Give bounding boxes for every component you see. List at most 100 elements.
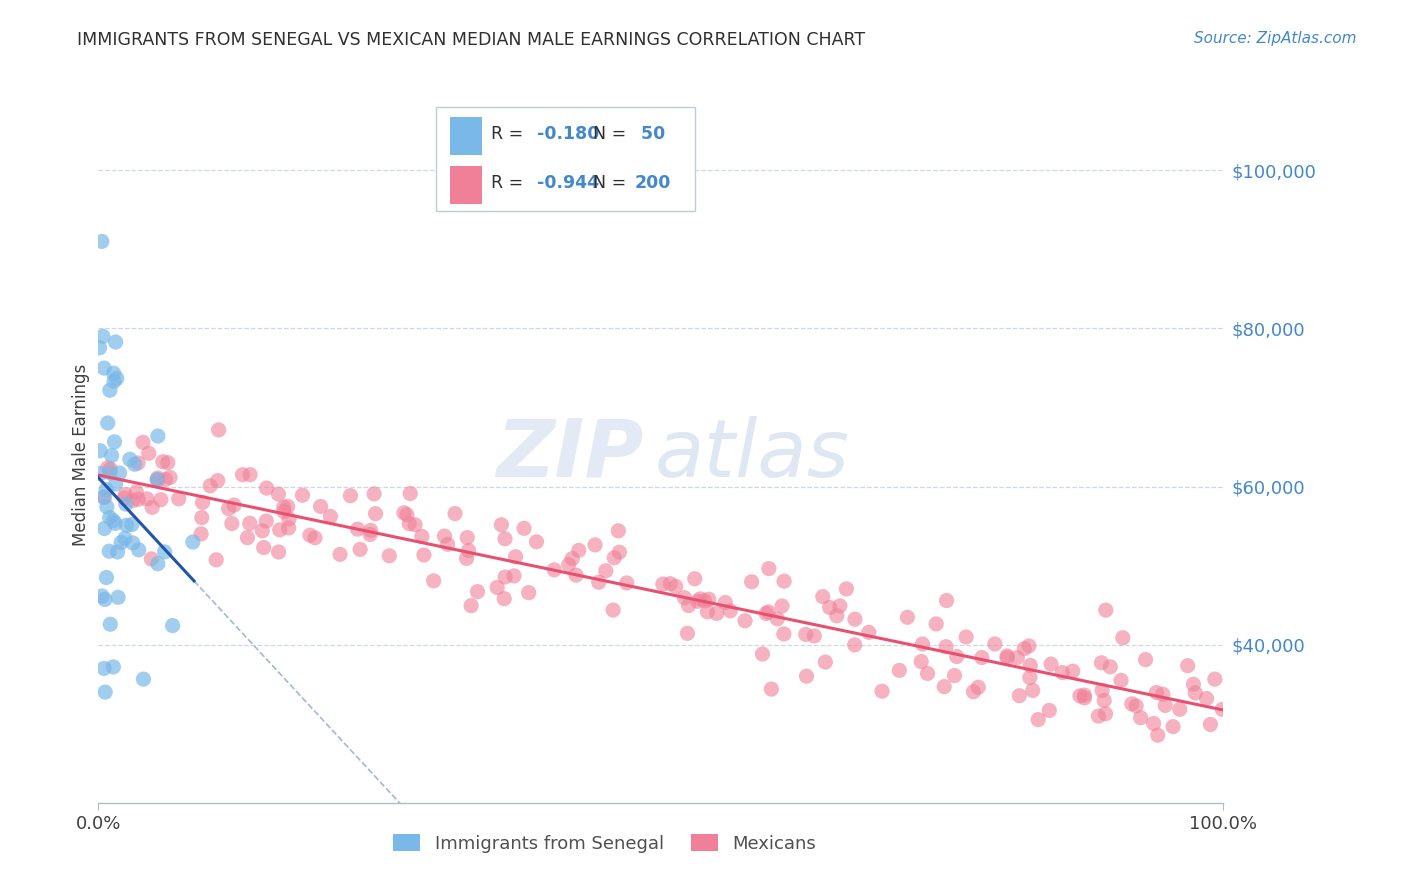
Point	[1177, 658, 1199, 673]
Point	[378, 549, 401, 563]
Point	[967, 680, 990, 694]
Point	[970, 650, 993, 665]
Point	[105, 371, 128, 385]
Point	[96, 483, 118, 497]
Point	[467, 584, 489, 599]
Point	[714, 595, 737, 609]
Text: 50: 50	[636, 125, 665, 144]
Point	[236, 531, 259, 545]
Point	[94, 685, 117, 699]
Point	[392, 506, 415, 520]
Point	[460, 599, 482, 613]
Point	[132, 435, 155, 450]
Point	[1154, 698, 1177, 713]
Point	[1019, 658, 1042, 673]
Point	[1125, 698, 1147, 713]
Point	[588, 575, 610, 590]
Point	[561, 551, 583, 566]
Point	[118, 452, 141, 467]
Point	[97, 416, 120, 430]
Point	[239, 467, 262, 482]
Point	[114, 487, 136, 501]
Point	[155, 472, 177, 486]
Point	[1161, 720, 1184, 734]
Point	[1109, 673, 1132, 688]
Point	[205, 553, 228, 567]
Point	[755, 607, 778, 621]
Point	[734, 614, 756, 628]
Point	[517, 585, 540, 599]
Point	[503, 569, 526, 583]
Point	[689, 591, 711, 606]
Point	[673, 591, 696, 605]
Point	[89, 467, 111, 481]
Point	[114, 491, 136, 505]
Point	[363, 487, 385, 501]
Point	[935, 640, 957, 654]
Point	[422, 574, 444, 588]
Point	[1182, 677, 1205, 691]
Text: atlas: atlas	[655, 416, 851, 494]
Point	[756, 605, 779, 619]
FancyBboxPatch shape	[436, 107, 695, 211]
Point	[1195, 691, 1218, 706]
Point	[291, 488, 314, 502]
Point	[794, 627, 817, 641]
Point	[889, 664, 911, 678]
Point	[156, 456, 179, 470]
Point	[239, 516, 262, 531]
Point	[1040, 657, 1063, 672]
Point	[925, 616, 948, 631]
Point	[796, 669, 818, 683]
Point	[683, 572, 706, 586]
Point	[1069, 689, 1091, 703]
Point	[252, 524, 274, 538]
Point	[267, 487, 290, 501]
Point	[254, 514, 277, 528]
Point	[346, 522, 368, 536]
Point	[98, 510, 121, 524]
Point	[207, 474, 229, 488]
Point	[97, 460, 120, 475]
Point	[1094, 603, 1116, 617]
Point	[398, 516, 420, 531]
Point	[1038, 703, 1060, 717]
Point	[1146, 685, 1168, 699]
Point	[98, 544, 121, 558]
Point	[208, 423, 231, 437]
Point	[404, 517, 426, 532]
Point	[253, 541, 276, 555]
Point	[273, 500, 295, 515]
Point	[1022, 683, 1045, 698]
Point	[1129, 711, 1152, 725]
Text: IMMIGRANTS FROM SENEGAL VS MEXICAN MEDIAN MALE EARNINGS CORRELATION CHART: IMMIGRANTS FROM SENEGAL VS MEXICAN MEDIA…	[77, 31, 866, 49]
Point	[676, 626, 699, 640]
Point	[128, 542, 150, 557]
Point	[1092, 693, 1115, 707]
Point	[121, 536, 143, 550]
Point	[114, 532, 136, 546]
Point	[486, 581, 509, 595]
Text: R =: R =	[491, 174, 529, 192]
Point	[162, 618, 184, 632]
Point	[505, 549, 527, 564]
Point	[127, 492, 149, 507]
Text: N =: N =	[593, 174, 633, 192]
Point	[159, 470, 181, 484]
Point	[141, 500, 163, 515]
Point	[93, 490, 115, 504]
Point	[1094, 706, 1116, 721]
Point	[1012, 641, 1035, 656]
Point	[138, 446, 160, 460]
Point	[1112, 631, 1135, 645]
Point	[93, 521, 115, 535]
Point	[1204, 672, 1226, 686]
Point	[198, 479, 221, 493]
Point	[433, 529, 456, 543]
Point	[152, 455, 174, 469]
Point	[995, 648, 1018, 663]
Point	[221, 516, 243, 531]
Point	[665, 579, 688, 593]
Point	[1090, 656, 1112, 670]
Point	[911, 637, 934, 651]
